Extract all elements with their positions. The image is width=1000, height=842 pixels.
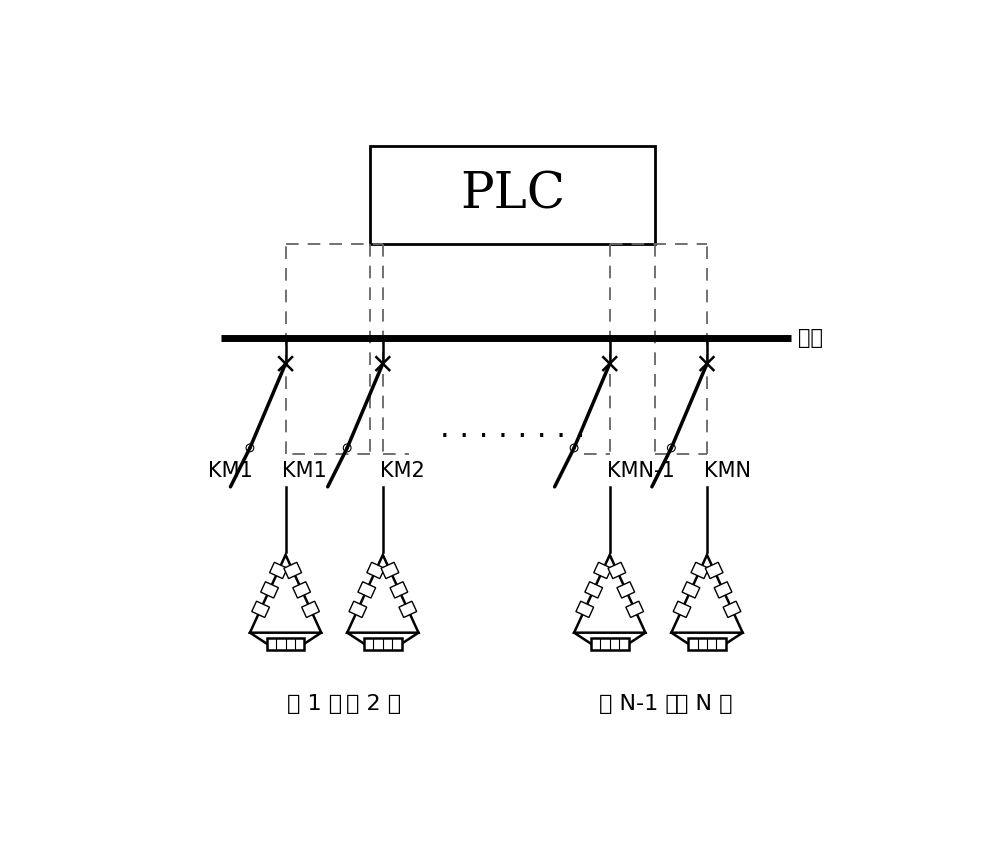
Bar — [370, 147, 655, 243]
Polygon shape — [594, 562, 611, 578]
Text: 第 N-1 组: 第 N-1 组 — [599, 694, 679, 714]
Polygon shape — [390, 582, 408, 598]
Polygon shape — [705, 562, 723, 578]
Text: . . . . . . . .: . . . . . . . . — [440, 414, 585, 443]
Polygon shape — [691, 562, 709, 578]
Polygon shape — [682, 582, 700, 598]
Text: 第 2 组: 第 2 组 — [346, 694, 401, 714]
Text: PLC: PLC — [460, 170, 565, 220]
Polygon shape — [399, 601, 417, 617]
Polygon shape — [358, 582, 376, 598]
Text: 第 1 组: 第 1 组 — [287, 694, 342, 714]
Polygon shape — [261, 582, 278, 598]
Polygon shape — [284, 562, 302, 578]
Text: KMN: KMN — [704, 461, 751, 481]
Bar — [688, 638, 726, 649]
Text: KM1: KM1 — [282, 461, 327, 481]
Polygon shape — [608, 562, 626, 578]
Polygon shape — [723, 601, 741, 617]
Text: KM2: KM2 — [380, 461, 424, 481]
Polygon shape — [349, 601, 367, 617]
Polygon shape — [302, 601, 319, 617]
Polygon shape — [381, 562, 399, 578]
Polygon shape — [673, 601, 691, 617]
Polygon shape — [626, 601, 644, 617]
Polygon shape — [270, 562, 287, 578]
Polygon shape — [585, 582, 603, 598]
Text: 第 N 组: 第 N 组 — [675, 694, 733, 714]
Polygon shape — [367, 562, 385, 578]
Polygon shape — [617, 582, 635, 598]
Bar — [591, 638, 629, 649]
Polygon shape — [576, 601, 594, 617]
Text: 电源: 电源 — [798, 328, 823, 348]
Bar — [364, 638, 402, 649]
Polygon shape — [714, 582, 732, 598]
Text: KM1: KM1 — [208, 461, 253, 481]
Polygon shape — [252, 601, 269, 617]
Bar — [267, 638, 304, 649]
Text: KMN-1: KMN-1 — [607, 461, 674, 481]
Polygon shape — [293, 582, 310, 598]
